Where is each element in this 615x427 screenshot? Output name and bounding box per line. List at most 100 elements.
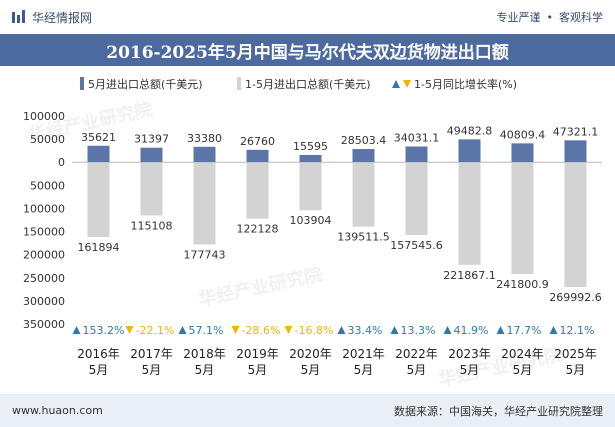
tagline-separator: • <box>546 10 554 24</box>
x-tick-label-year: 2017年 <box>130 347 173 361</box>
bar-monthly <box>87 145 110 163</box>
growth-up-marker <box>390 326 399 334</box>
growth-rate-label: -16.8% <box>295 324 334 337</box>
growth-down-marker <box>125 326 134 334</box>
bar-monthly-label: 26760 <box>240 135 275 148</box>
bar-monthly-label: 15595 <box>293 140 328 153</box>
bar-cumulative <box>458 162 481 265</box>
legend-down-triangle <box>403 80 411 88</box>
bar-monthly-label: 31397 <box>134 133 169 146</box>
tagline: 专业严谨 • 客观科学 <box>497 9 604 25</box>
legend-label-cumulative: 1-5月进出口总额(千美元) <box>245 77 371 91</box>
growth-up-marker <box>178 326 187 334</box>
bar-cumulative-label: 221867.1 <box>443 269 496 282</box>
bar-cumulative-label: 269992.6 <box>549 291 602 304</box>
bar-monthly-label: 34031.1 <box>394 131 440 144</box>
bar-monthly <box>299 155 322 163</box>
legend-swatch-cumulative <box>237 77 241 90</box>
x-tick-label-month: 5月 <box>195 363 215 377</box>
bar-chart-icon <box>12 10 26 24</box>
bar-monthly-label: 33380 <box>187 132 222 145</box>
y-tick-label: 50000 <box>30 179 65 192</box>
chart-title: 2016-2025年5月中国与马尔代夫双边货物进出口额 <box>106 42 509 63</box>
legend-swatch-monthly <box>80 77 84 90</box>
growth-rate-label: -28.6% <box>242 324 281 337</box>
growth-rate-label: 57.1% <box>189 324 224 337</box>
x-tick-label-month: 5月 <box>460 363 480 377</box>
bar-cumulative <box>299 162 322 211</box>
bar-monthly <box>564 140 587 163</box>
chart-title-bar: 2016-2025年5月中国与马尔代夫双边货物进出口额 <box>0 34 615 66</box>
bar-cumulative-label: 177743 <box>184 248 226 261</box>
bar-cumulative-label: 103904 <box>290 214 332 227</box>
bar-monthly <box>458 139 481 163</box>
x-tick-label-month: 5月 <box>142 363 162 377</box>
x-tick-label-year: 2016年 <box>77 347 120 361</box>
bar-monthly <box>352 149 375 163</box>
bar-cumulative-label: 161894 <box>78 241 120 254</box>
bar-cumulative-label: 139511.5 <box>337 231 390 244</box>
legend-label-monthly: 5月进出口总额(千美元) <box>88 77 203 91</box>
x-tick-label-year: 2018年 <box>183 347 226 361</box>
bar-monthly-label: 47321.1 <box>553 125 599 138</box>
tagline-right: 客观科学 <box>559 11 603 24</box>
bar-cumulative-label: 122128 <box>237 223 279 236</box>
bar-monthly-label: 40809.4 <box>500 128 546 141</box>
x-tick-label-month: 5月 <box>407 363 427 377</box>
bar-monthly <box>193 146 216 163</box>
watermark-text: 华经产业研究院 <box>196 263 324 311</box>
x-tick-label-month: 5月 <box>566 363 586 377</box>
x-tick-label-year: 2022年 <box>395 347 438 361</box>
x-tick-label-month: 5月 <box>248 363 268 377</box>
bar-monthly <box>246 149 269 163</box>
bar-monthly-label: 28503.4 <box>341 134 387 147</box>
y-tick-label: 0 <box>58 156 65 169</box>
x-tick-label-year: 2023年 <box>448 347 491 361</box>
x-tick-label-year: 2020年 <box>289 347 332 361</box>
footer: www.huaon.com 数据来源：中国海关，华经产业研究院整理 <box>0 394 615 427</box>
footer-site: www.huaon.com <box>12 404 103 417</box>
growth-rate-label: 41.9% <box>454 324 489 337</box>
x-tick-label-year: 2019年 <box>236 347 279 361</box>
growth-up-marker <box>443 326 452 334</box>
growth-rate-label: 17.7% <box>507 324 542 337</box>
growth-up-marker <box>72 326 81 334</box>
bar-cumulative-label: 157545.6 <box>390 239 443 252</box>
x-tick-label-month: 5月 <box>89 363 109 377</box>
bar-monthly <box>140 147 163 163</box>
growth-down-marker <box>231 326 240 334</box>
y-tick-label: 100000 <box>23 110 65 123</box>
x-tick-label-month: 5月 <box>354 363 374 377</box>
legend-label-growth: 1-5月同比增长率(%) <box>414 77 517 91</box>
x-tick-label-year: 2024年 <box>501 347 544 361</box>
x-tick-label-month: 5月 <box>513 363 533 377</box>
header-bar: 华经情报网 专业严谨 • 客观科学 <box>0 0 615 34</box>
bar-monthly <box>511 143 534 163</box>
tagline-left: 专业严谨 <box>496 11 541 24</box>
bar-cumulative <box>140 162 163 216</box>
growth-rate-label: 153.2% <box>83 324 125 337</box>
x-tick-label-month: 5月 <box>301 363 321 377</box>
growth-up-marker <box>496 326 505 334</box>
y-tick-label: 250000 <box>23 272 65 285</box>
bar-monthly <box>405 146 428 163</box>
y-tick-label: 100000 <box>23 202 65 215</box>
growth-down-marker <box>284 326 293 334</box>
legend-up-triangle <box>392 80 400 88</box>
x-tick-label-year: 2025年 <box>554 347 597 361</box>
y-tick-label: 50000 <box>30 133 65 146</box>
growth-up-marker <box>337 326 346 334</box>
bar-cumulative <box>405 162 428 236</box>
brand: 华经情报网 <box>12 9 92 26</box>
growth-up-marker <box>549 326 558 334</box>
footer-source: 数据来源：中国海关，华经产业研究院整理 <box>394 404 603 418</box>
growth-rate-label: 33.4% <box>348 324 383 337</box>
growth-rate-label: -22.1% <box>136 324 175 337</box>
x-tick-label-year: 2021年 <box>342 347 385 361</box>
bar-monthly-label: 49482.8 <box>447 124 493 137</box>
bar-monthly-label: 35621 <box>81 131 116 144</box>
y-tick-label: 200000 <box>23 249 65 262</box>
bar-cumulative-label: 241800.9 <box>496 278 549 291</box>
bar-cumulative <box>564 162 587 288</box>
